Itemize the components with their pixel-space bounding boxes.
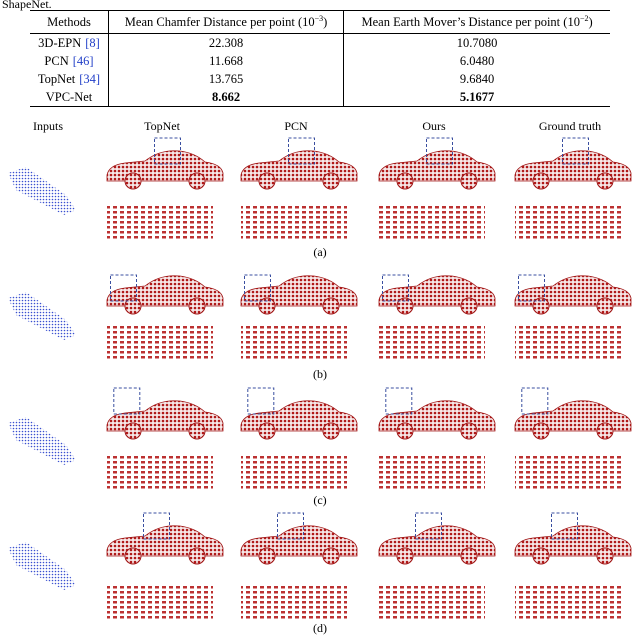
- zoom-box: [382, 274, 409, 302]
- zoom-point-cloud: [107, 585, 213, 621]
- column-header: Mean Earth Mover’s Distance per point (1…: [343, 10, 610, 34]
- panel-label: (a): [313, 245, 326, 259]
- method-name: VPC-Net: [45, 89, 93, 104]
- zoom-point-cloud: [241, 325, 347, 361]
- zoom-box: [113, 387, 141, 415]
- zoom-box: [244, 274, 271, 302]
- citation: [46]: [72, 53, 94, 68]
- citation: [8]: [85, 35, 100, 50]
- header-text: Mean Chamfer Distance per point (10: [124, 15, 315, 30]
- input-point-cloud: [8, 417, 76, 465]
- method-cell: PCN [46]: [30, 52, 109, 70]
- zoom-point-cloud: [515, 455, 621, 491]
- zoom-point-cloud: [515, 205, 621, 241]
- car-point-cloud: [378, 275, 496, 315]
- zoom-box: [154, 137, 181, 165]
- zoom-point-cloud: [107, 455, 213, 491]
- zoom-point-cloud: [379, 455, 485, 491]
- car-point-cloud: [378, 150, 496, 190]
- panel-label: (b): [313, 367, 327, 381]
- zoom-point-cloud: [515, 325, 621, 361]
- car-point-cloud: [106, 525, 224, 565]
- car-point-cloud: [240, 525, 358, 565]
- input-point-cloud: [8, 542, 76, 590]
- header-exponent: −3: [314, 13, 324, 23]
- header-text: Mean Earth Mover’s Distance per point (1…: [361, 15, 580, 30]
- method-name: TopNet: [37, 71, 76, 86]
- value-cell: 6.0480: [343, 52, 610, 70]
- car-point-cloud: [514, 275, 632, 315]
- header-row: Methods Mean Chamfer Distance per point (…: [30, 10, 610, 34]
- zoom-point-cloud: [241, 205, 347, 241]
- zoom-point-cloud: [379, 205, 485, 241]
- value-cell: 10.7080: [343, 33, 610, 52]
- car-point-cloud: [240, 400, 358, 440]
- method-name: PCN: [44, 53, 69, 68]
- input-point-cloud: [8, 167, 76, 215]
- input-point-cloud: [8, 292, 76, 340]
- method-name: 3D-EPN: [38, 35, 82, 50]
- header-close: ): [588, 15, 593, 30]
- car-point-cloud: [240, 275, 358, 315]
- car-point-cloud: [514, 400, 632, 440]
- car-point-cloud: [514, 525, 632, 565]
- table-row: TopNet [34] 13.765 9.6840: [30, 70, 610, 88]
- zoom-box: [521, 387, 549, 415]
- zoom-point-cloud: [241, 455, 347, 491]
- panel-label: (c): [313, 493, 326, 507]
- table-row: VPC-Net 8.662 5.1677: [30, 88, 610, 107]
- zoom-box: [562, 137, 589, 165]
- caption-fragment: ShapeNet.: [2, 0, 52, 11]
- zoom-box: [518, 274, 545, 302]
- zoom-point-cloud: [107, 325, 213, 361]
- zoom-point-cloud: [515, 585, 621, 621]
- zoom-box: [247, 387, 275, 415]
- car-point-cloud: [514, 150, 632, 190]
- method-cell: 3D-EPN [8]: [30, 34, 109, 53]
- column-label: Ground truth: [539, 119, 601, 133]
- column-label: PCN: [284, 119, 308, 133]
- zoom-box: [143, 512, 170, 540]
- header-text: Methods: [47, 14, 91, 29]
- zoom-point-cloud: [379, 325, 485, 361]
- zoom-point-cloud: [379, 585, 485, 621]
- value-cell: 8.662: [107, 88, 344, 107]
- column-label: Ours: [422, 119, 446, 133]
- zoom-point-cloud: [107, 205, 213, 241]
- zoom-box: [277, 512, 304, 540]
- value-cell: 11.668: [107, 52, 344, 70]
- header-exponent: −2: [579, 13, 589, 23]
- car-point-cloud: [378, 400, 496, 440]
- method-cell: TopNet [34]: [30, 70, 109, 88]
- column-header: Mean Chamfer Distance per point (10−3): [107, 10, 344, 34]
- column-label: TopNet: [144, 119, 180, 133]
- zoom-box: [551, 512, 578, 540]
- results-table: Methods Mean Chamfer Distance per point (…: [30, 10, 610, 107]
- value-cell: 5.1677: [343, 88, 610, 107]
- panel-label: (d): [313, 621, 327, 635]
- zoom-point-cloud: [241, 585, 347, 621]
- zoom-box: [426, 137, 453, 165]
- column-header: Methods: [30, 10, 109, 34]
- header-close: ): [323, 15, 328, 30]
- car-point-cloud: [106, 150, 224, 190]
- zoom-box: [415, 512, 442, 540]
- value-cell: 22.308: [107, 33, 344, 52]
- zoom-box: [110, 274, 137, 302]
- value-cell: 9.6840: [343, 70, 610, 88]
- zoom-box: [385, 387, 413, 415]
- table-row: PCN [46] 11.668 6.0480: [30, 52, 610, 70]
- method-cell: VPC-Net: [30, 88, 109, 107]
- table-row: 3D-EPN [8] 22.308 10.7080: [30, 33, 610, 53]
- car-point-cloud: [378, 525, 496, 565]
- zoom-box: [288, 137, 315, 165]
- citation: [34]: [79, 71, 101, 86]
- column-label: Inputs: [33, 119, 63, 133]
- car-point-cloud: [106, 275, 224, 315]
- car-point-cloud: [106, 400, 224, 440]
- value-cell: 13.765: [107, 70, 344, 88]
- figure: Inputs TopNet PCN Ours Ground truth (a) (b) (c)…: [8, 119, 632, 635]
- car-point-cloud: [240, 150, 358, 190]
